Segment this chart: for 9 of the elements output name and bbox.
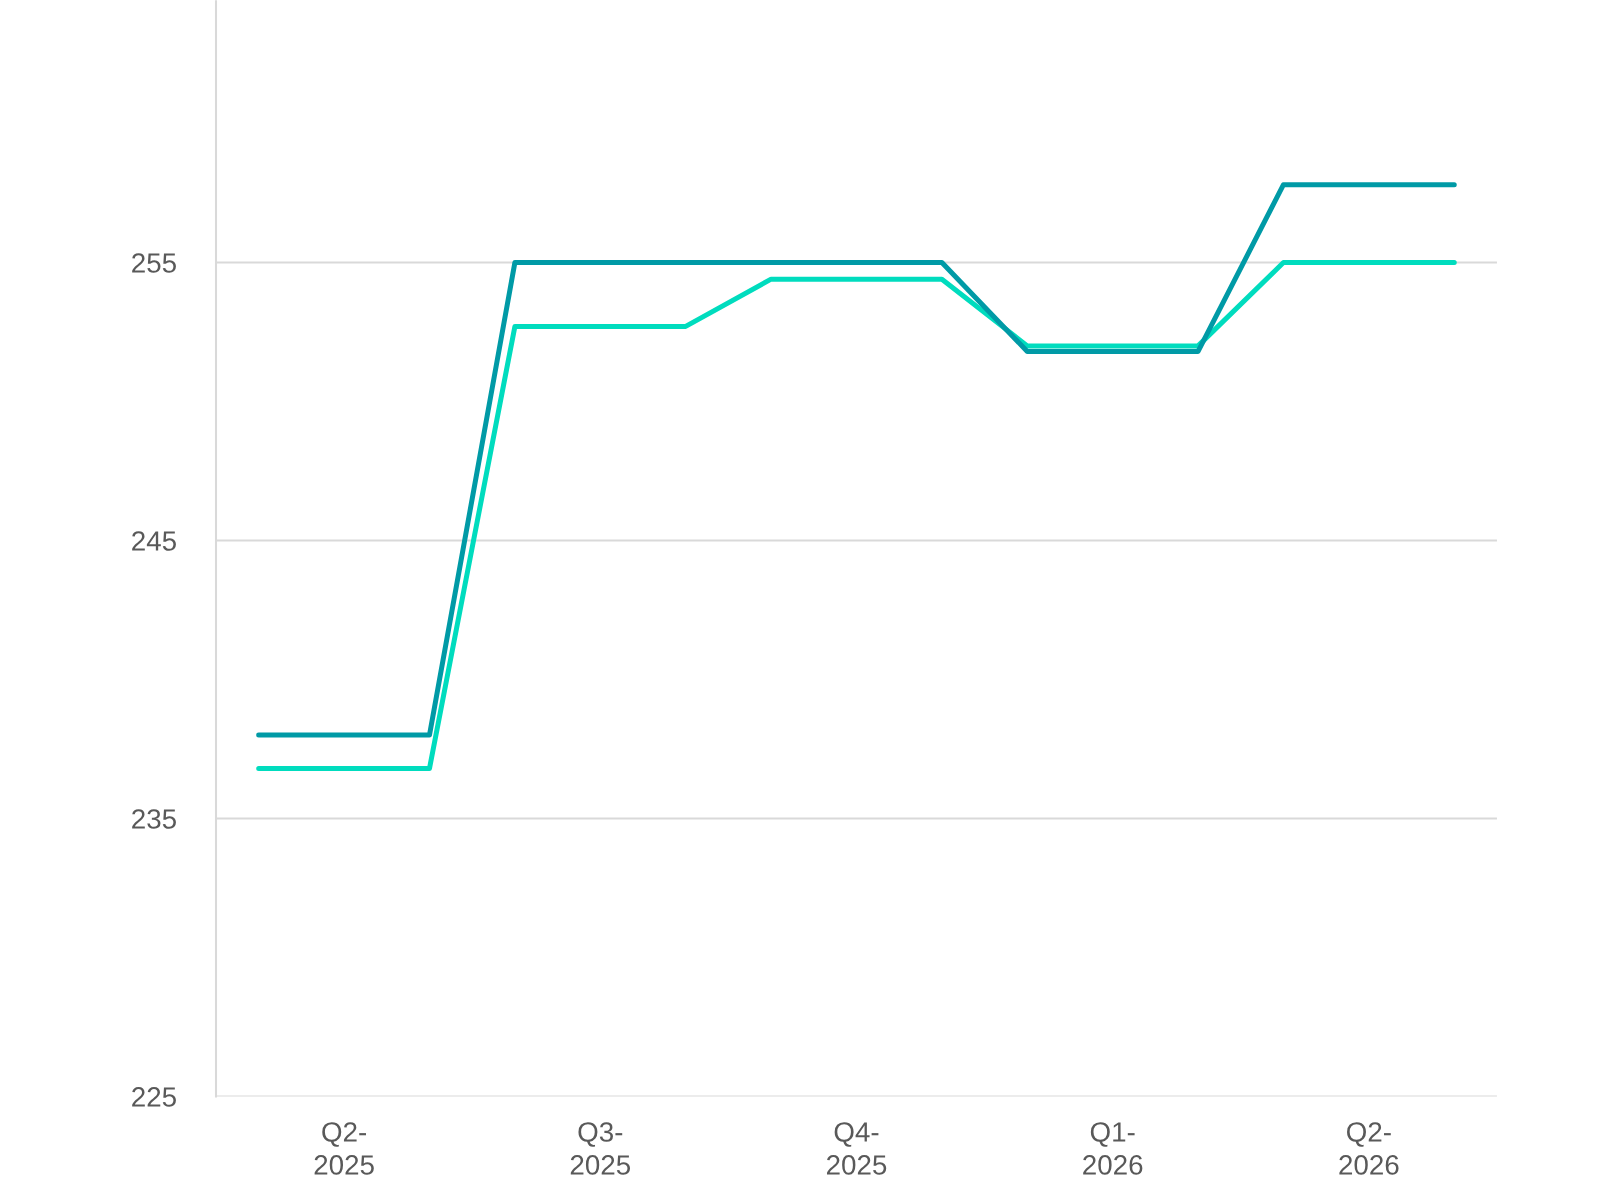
y-tick-label: 245: [132, 531, 176, 551]
x-tick-label: Q2- 2026: [1339, 1122, 1399, 1175]
x-tick-label: Q3- 2025: [570, 1122, 631, 1175]
y-tick-label: 235: [132, 809, 176, 829]
x-tick-label: Q4- 2025: [826, 1122, 887, 1175]
x-tick-label: Q2- 2025: [314, 1122, 374, 1175]
y-tick-label: 225: [132, 1087, 176, 1107]
y-tick-label: 255: [132, 253, 176, 273]
x-tick-label: Q1- 2026: [1083, 1122, 1143, 1175]
